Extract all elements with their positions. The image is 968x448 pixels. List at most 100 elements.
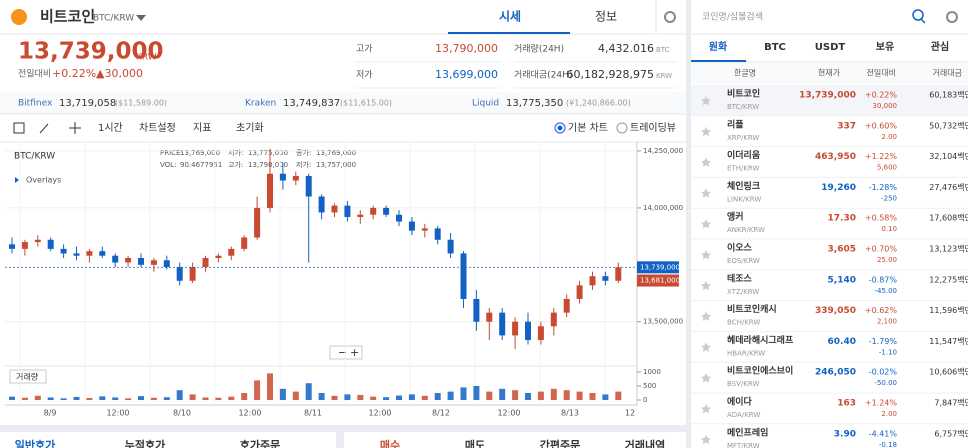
coin-rate: +0.62% xyxy=(865,306,898,315)
star-icon[interactable] xyxy=(701,250,711,260)
chart-mode[interactable]: 트레이딩뷰 xyxy=(630,122,676,134)
star-icon[interactable] xyxy=(701,434,711,445)
coin-name[interactable]: 에이다 xyxy=(727,396,753,408)
radio-selected[interactable] xyxy=(554,122,566,134)
star-icon[interactable] xyxy=(701,126,711,137)
volume-bar xyxy=(138,396,144,400)
stat-value: 13,790,000 xyxy=(435,42,498,55)
toolbar-item[interactable]: 차트설정 xyxy=(139,122,176,134)
coin-name[interactable]: 비트코인에스브이 xyxy=(727,365,793,377)
info-label: 시가: xyxy=(228,148,243,157)
coin-name[interactable]: 비트코인 xyxy=(727,88,760,100)
coin-volume: 6,757백만 xyxy=(934,428,968,438)
star-icon[interactable] xyxy=(701,188,711,198)
x-tick-label: 8/13 xyxy=(561,409,579,418)
tab[interactable]: 정보 xyxy=(595,10,617,24)
info-label: 종가: xyxy=(296,148,311,157)
interval[interactable]: 1시간 xyxy=(98,122,123,134)
fullscreen-icon[interactable] xyxy=(13,122,25,134)
star-icon[interactable] xyxy=(701,404,711,414)
coin-name[interactable]: 이더리움 xyxy=(727,149,760,161)
volume-label: 거래량 xyxy=(16,372,39,382)
order-tab[interactable]: 누적호가 xyxy=(125,438,165,448)
coin-diff: -50.00 xyxy=(874,379,897,387)
settings-icon[interactable] xyxy=(664,11,676,23)
coin-diff: 2.00 xyxy=(881,410,897,418)
coin-name[interactable]: 테조스 xyxy=(727,272,753,284)
volume-bar xyxy=(228,396,235,400)
chart-mode[interactable]: 기본 차트 xyxy=(568,122,608,134)
coin-name[interactable]: 메인프레임 xyxy=(727,426,768,438)
volume-bar xyxy=(357,394,364,400)
coin-name[interactable]: 체인링크 xyxy=(727,180,760,192)
info-value: 13,775,000 xyxy=(248,149,288,157)
stat-value: 60,182,928,975 xyxy=(567,68,654,81)
star-icon[interactable] xyxy=(701,342,711,352)
info-value: 13,769,000 xyxy=(180,149,220,157)
radio[interactable] xyxy=(616,122,628,134)
market-tab[interactable]: USDT xyxy=(815,42,846,53)
order-tab[interactable]: 거래내역 xyxy=(625,438,665,448)
settings-icon[interactable] xyxy=(946,11,958,23)
candle-body xyxy=(434,228,441,240)
volume-bar xyxy=(112,397,119,400)
search-box[interactable] xyxy=(696,4,936,30)
order-tab[interactable]: 호가주문 xyxy=(240,438,280,448)
candle-body xyxy=(189,267,196,281)
zoom-in[interactable]: + xyxy=(350,346,359,359)
market-tab[interactable]: BTC xyxy=(764,42,786,53)
exchange-price: 13,719,058 xyxy=(59,98,116,109)
stat-value: 4,432.016 xyxy=(598,42,654,55)
coin-name[interactable]: 비트코인캐시 xyxy=(727,303,777,315)
candle-body xyxy=(292,176,299,181)
candle-body xyxy=(267,173,273,208)
draw-icon[interactable] xyxy=(39,123,49,134)
dropdown-arrow[interactable] xyxy=(136,15,146,21)
coin-volume: 11,547백만 xyxy=(929,336,968,346)
tab[interactable]: 시세 xyxy=(499,9,521,24)
star-icon[interactable] xyxy=(701,311,711,321)
coin-name[interactable]: 이오스 xyxy=(727,242,753,254)
order-tab[interactable]: 일반호가 xyxy=(15,438,55,448)
candle-body xyxy=(357,214,364,217)
candle-body xyxy=(202,257,209,268)
coin-rate: +1.22% xyxy=(865,152,898,161)
exchange-foreign: ($11,589.00) xyxy=(115,99,167,108)
market-tab[interactable]: 보유 xyxy=(876,41,894,53)
coin-rate: -0.87% xyxy=(869,275,898,284)
star-icon[interactable] xyxy=(701,373,711,383)
star-icon[interactable] xyxy=(701,96,711,106)
volume-bar xyxy=(331,395,338,400)
zoom-out[interactable]: − xyxy=(338,346,347,359)
search-placeholder[interactable]: 코인명/심볼검색 xyxy=(702,11,763,23)
toolbar-item[interactable]: 초기화 xyxy=(236,122,264,134)
star-icon[interactable] xyxy=(701,280,711,291)
toolbar-item[interactable]: 지표 xyxy=(193,122,211,134)
search-icon[interactable] xyxy=(912,9,924,21)
star-icon[interactable] xyxy=(701,219,711,229)
coin-name[interactable]: 헤데라해시그래프 xyxy=(727,334,794,346)
exchange-bar xyxy=(0,92,686,114)
column-header: 거래대금 xyxy=(933,69,962,78)
coin-volume: 7,847백만 xyxy=(934,398,968,408)
y-tick-label: 13,500,000 xyxy=(643,318,683,326)
order-tab[interactable]: 매도 xyxy=(465,438,485,448)
market-tab[interactable]: 원화 xyxy=(709,40,728,53)
order-tab[interactable]: 매수 xyxy=(380,438,400,448)
coin-name: 비트코인 xyxy=(40,8,95,26)
coin-pair: ANKR/KRW xyxy=(727,226,765,234)
coin-diff: 5,600 xyxy=(877,164,897,172)
order-tab[interactable]: 간편주문 xyxy=(540,438,580,448)
coin-name[interactable]: 앵커 xyxy=(727,211,744,223)
x-tick-label: 8/11 xyxy=(304,409,322,418)
candle-body xyxy=(576,285,583,299)
star-icon[interactable] xyxy=(701,157,711,167)
y-tick-label: 14,250,000 xyxy=(643,147,683,155)
coin-name[interactable]: 리플 xyxy=(727,118,744,130)
zoom-control[interactable] xyxy=(329,345,363,360)
market-tab[interactable]: 관심 xyxy=(931,40,949,53)
candle-body xyxy=(396,214,402,222)
crosshair-icon[interactable] xyxy=(69,122,81,134)
volume-bar xyxy=(21,397,28,400)
